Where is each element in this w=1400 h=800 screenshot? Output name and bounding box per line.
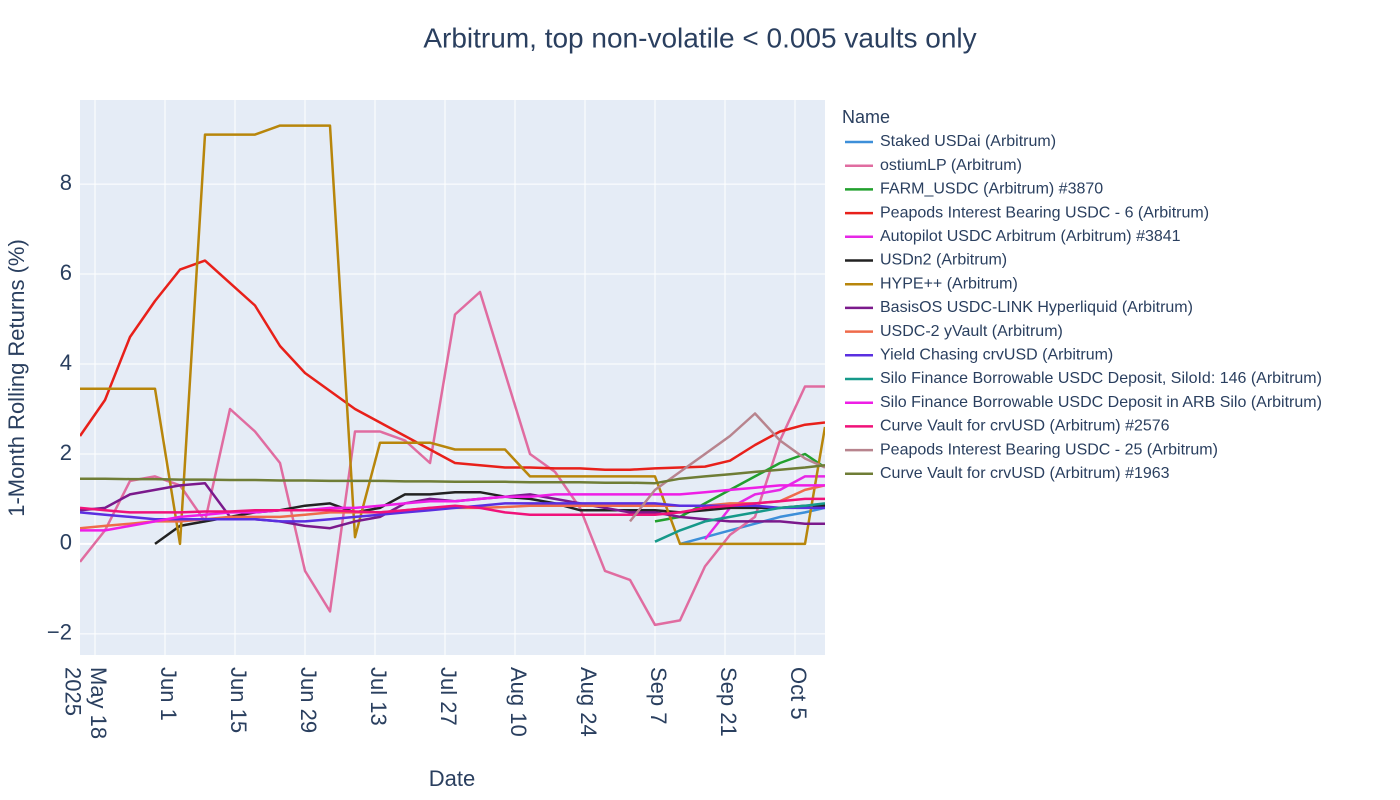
- legend-label: Peapods Interest Bearing USDC - 25 (Arbi…: [880, 441, 1218, 458]
- series-line: [80, 484, 825, 532]
- series-line: [629, 412, 825, 523]
- lines: [80, 124, 825, 627]
- legend-label: Curve Vault for crvUSD (Arbitrum) #1963: [880, 465, 1170, 482]
- series-line: [80, 259, 825, 471]
- legend-label: Autopilot USDC Arbitrum (Arbitrum) #3841: [880, 228, 1181, 245]
- y-tick-label: −2: [47, 620, 72, 645]
- legend-label: BasisOS USDC-LINK Hyperliquid (Arbitrum): [880, 299, 1193, 316]
- legend-label: USDC-2 yVault (Arbitrum): [880, 323, 1063, 340]
- x-tick-label: Sep 21: [716, 667, 741, 737]
- series-line: [80, 502, 825, 523]
- legend-label: Curve Vault for crvUSD (Arbitrum) #2576: [880, 418, 1170, 435]
- x-tick-label: Jun 29: [296, 667, 321, 733]
- x-tick-label: Sep 7: [646, 667, 671, 725]
- legend-label: Peapods Interest Bearing USDC - 6 (Arbit…: [880, 204, 1209, 221]
- series-line: [80, 124, 825, 546]
- legend-title: Name: [842, 107, 890, 127]
- y-tick-label: 6: [60, 260, 72, 285]
- legend-label: Staked USDai (Arbitrum): [880, 133, 1056, 150]
- series-line: [704, 475, 825, 541]
- x-axis-title: Date: [429, 766, 475, 791]
- legend: Staked USDai (Arbitrum) ostiumLP (Arbitru…: [845, 133, 1322, 482]
- y-axis-title: 1-Month Rolling Returns (%): [4, 239, 29, 517]
- series-line: [654, 502, 825, 543]
- x-tick-label: Aug 24: [576, 667, 601, 737]
- plot-background: [80, 100, 825, 655]
- grid: [80, 100, 825, 655]
- x-tick-label: Oct 5: [786, 667, 811, 720]
- legend-label: Yield Chasing crvUSD (Arbitrum): [880, 347, 1113, 364]
- labels: −2 0 2 4 6 8 May 182025 Jun 1 Jun 15 Jun 29 Jul 13…: [47, 170, 811, 739]
- series-line: [80, 463, 825, 485]
- legend-label: ostiumLP (Arbitrum): [880, 157, 1022, 174]
- y-tick-label: 4: [60, 350, 72, 375]
- x-tick-label: Jul 27: [436, 667, 461, 726]
- chart-title: Arbitrum, top non-volatile < 0.005 vault…: [423, 22, 976, 53]
- x-tick-label: Jun 1: [156, 667, 181, 721]
- legend-label: USDn2 (Arbitrum): [880, 252, 1007, 269]
- x-tick-label: Jun 15: [226, 667, 251, 733]
- y-tick-label: 2: [60, 440, 72, 465]
- legend-label: Silo Finance Borrowable USDC Deposit in …: [880, 394, 1322, 411]
- y-tick-label: 8: [60, 170, 72, 195]
- y-tick-label: 0: [60, 530, 72, 555]
- x-tick-label: Jul 13: [366, 667, 391, 726]
- legend-label: Silo Finance Borrowable USDC Deposit, Si…: [880, 370, 1322, 387]
- series-line: [679, 506, 825, 546]
- legend-label: HYPE++ (Arbitrum): [880, 275, 1018, 292]
- series-line: [80, 497, 825, 516]
- x-tick-label: Aug 10: [506, 667, 531, 737]
- x-tick-label: May 182025: [61, 667, 111, 739]
- legend-label: FARM_USDC (Arbitrum) #3870: [880, 181, 1103, 198]
